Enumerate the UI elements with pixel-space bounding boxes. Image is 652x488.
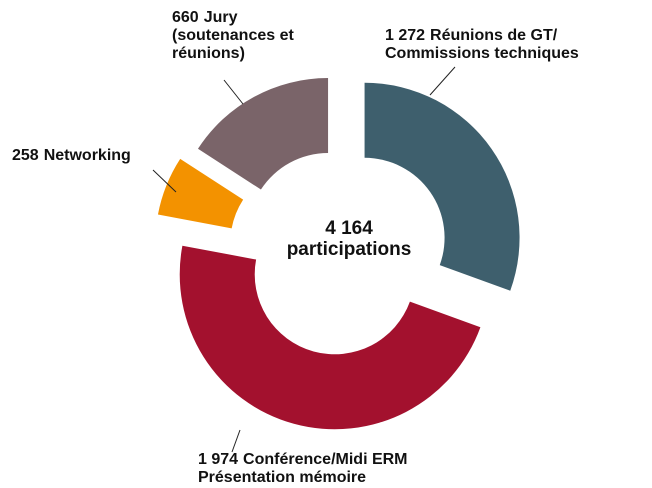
center-caption: participations xyxy=(287,239,412,260)
category-label: Networking xyxy=(44,147,131,164)
segment-label: Présentation mémoire xyxy=(198,469,366,486)
value-label: 660 xyxy=(172,9,199,26)
segment-label: réunions) xyxy=(172,45,245,62)
segment-label: Commissions techniques xyxy=(385,45,579,62)
category-label: (soutenances et xyxy=(172,27,294,44)
category-label: Conférence/Midi ERM xyxy=(243,451,407,468)
category-label: Jury xyxy=(204,9,238,26)
value-label: 1 974 xyxy=(198,451,238,468)
donut-segment xyxy=(197,78,329,190)
category-label: Réunions de GT/ xyxy=(430,27,558,44)
leader-line xyxy=(231,429,241,453)
value-label: 1 272 xyxy=(385,27,425,44)
segment-label: 258 Networking xyxy=(12,147,131,164)
category-label: Commissions techniques xyxy=(385,45,579,62)
segment-label: 1 974 Conférence/Midi ERM xyxy=(198,451,408,468)
center-total: 4 164 xyxy=(325,218,373,239)
category-label: réunions) xyxy=(172,45,245,62)
segment-label: 1 272 Réunions de GT/ xyxy=(385,27,558,44)
donut-segment xyxy=(364,82,520,291)
donut-segment xyxy=(179,245,481,430)
leader-line xyxy=(152,169,177,193)
donut-segment xyxy=(157,158,244,229)
leader-line xyxy=(223,79,244,105)
segment-label: (soutenances et xyxy=(172,27,294,44)
category-label: Présentation mémoire xyxy=(198,469,366,486)
leader-line xyxy=(429,66,456,96)
segment-label: 660 Jury xyxy=(172,9,238,26)
value-label: 258 xyxy=(12,147,39,164)
